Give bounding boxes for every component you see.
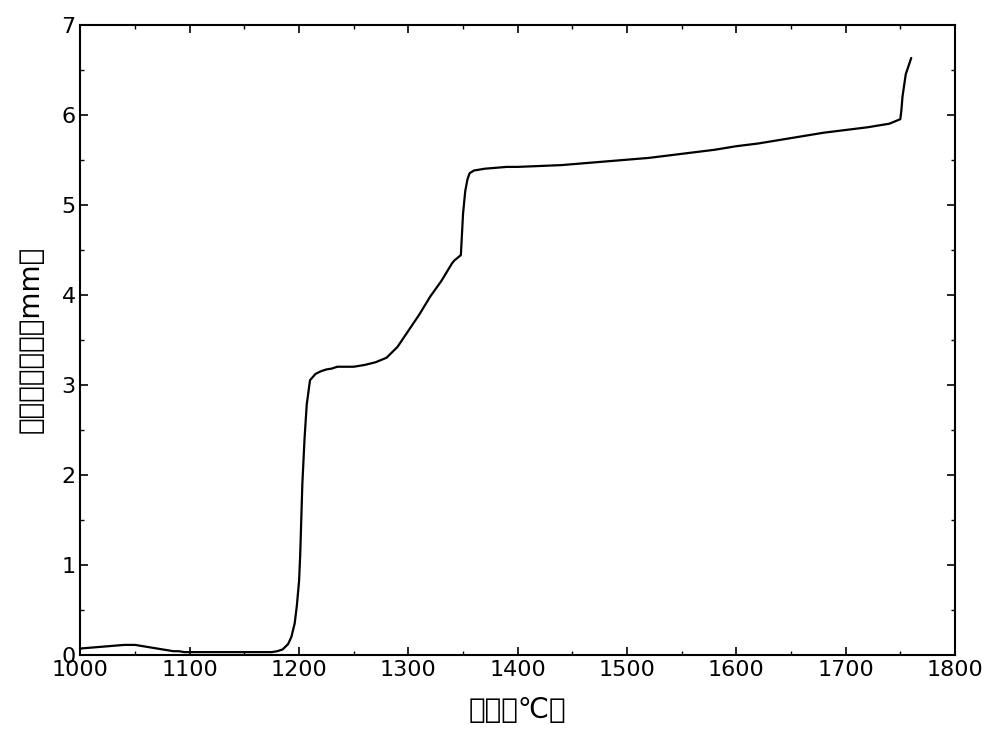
- X-axis label: 温度（℃）: 温度（℃）: [469, 697, 567, 725]
- Y-axis label: 累计烧结收缩（mm）: 累计烧结收缩（mm）: [17, 246, 45, 433]
